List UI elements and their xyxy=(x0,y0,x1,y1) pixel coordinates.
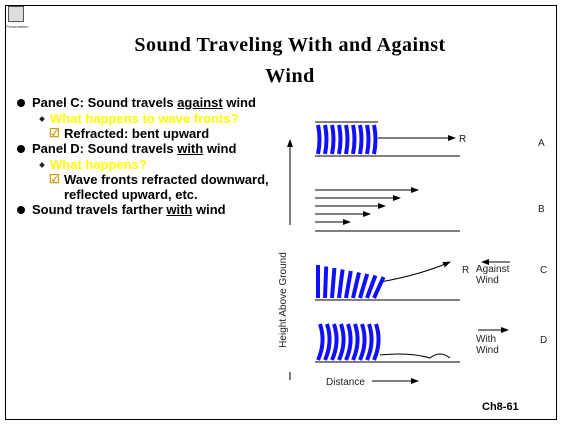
wave xyxy=(374,125,376,154)
wave xyxy=(374,324,379,360)
wave xyxy=(367,125,369,154)
x-label: Distance xyxy=(326,377,365,388)
label-box: With Wind xyxy=(476,334,516,364)
y-label: Height Above Ground xyxy=(278,252,289,348)
panel-letter: B xyxy=(538,204,545,215)
panel-letter: D xyxy=(540,335,547,346)
label: Against Wind xyxy=(476,264,521,286)
panel-letter: C xyxy=(540,265,547,276)
figure: Height Above Ground Distance R R A B C D… xyxy=(0,0,563,424)
wave xyxy=(360,125,362,154)
wave xyxy=(346,271,351,298)
label: With Wind xyxy=(476,334,502,356)
wave xyxy=(346,125,348,154)
label-box: Against Wind xyxy=(476,264,521,294)
wave xyxy=(353,324,358,360)
panel-letter: A xyxy=(538,138,545,149)
wave xyxy=(325,125,327,154)
footer: Ch8-61 xyxy=(482,401,519,413)
slide: Presentation Sound Traveling With and Ag… xyxy=(0,0,563,424)
wave xyxy=(339,324,344,360)
label: R xyxy=(459,134,466,145)
wave xyxy=(360,274,367,298)
wave xyxy=(325,267,326,299)
wave xyxy=(332,268,334,298)
wave xyxy=(353,125,355,154)
wave xyxy=(353,273,359,299)
wave xyxy=(332,125,334,154)
wave xyxy=(360,324,365,360)
wave xyxy=(339,270,343,299)
wave xyxy=(318,324,323,360)
wave xyxy=(318,125,320,154)
wave xyxy=(367,324,372,360)
wave xyxy=(332,324,337,360)
wave xyxy=(346,324,351,360)
wave xyxy=(325,324,330,360)
label: R xyxy=(462,265,469,276)
wave xyxy=(339,125,341,154)
